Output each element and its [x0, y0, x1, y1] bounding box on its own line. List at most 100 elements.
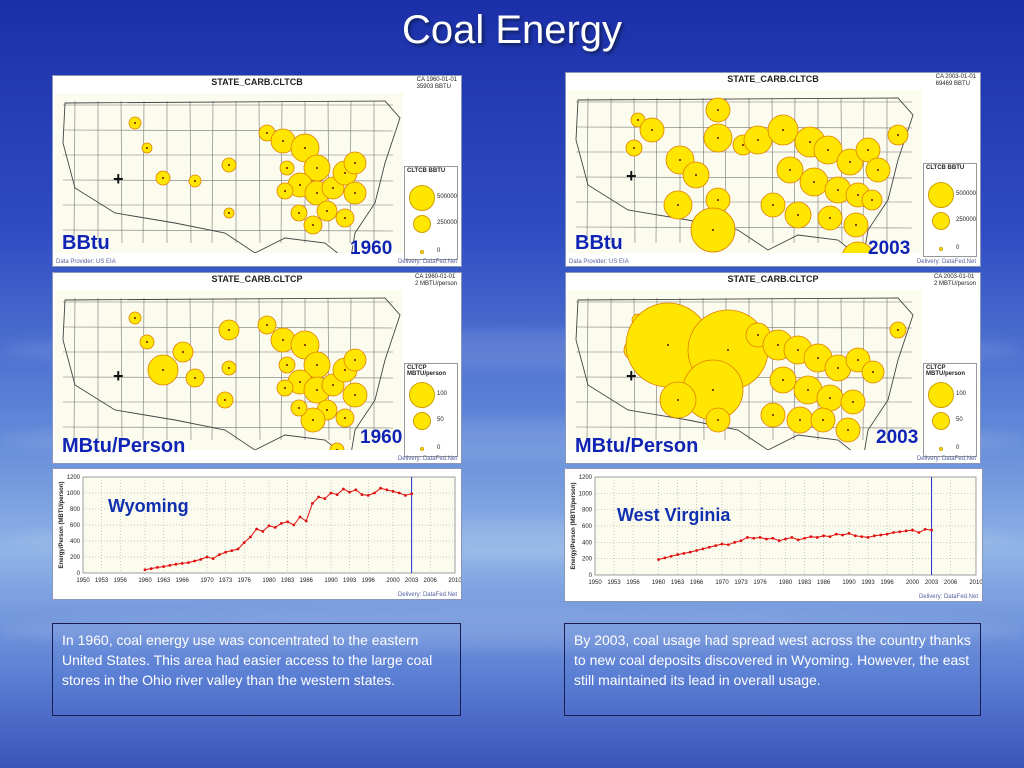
x-tick-label: 2000 — [386, 578, 400, 584]
state-border — [586, 97, 589, 244]
state-centroid — [837, 189, 839, 191]
year-label: 2003 — [876, 427, 919, 448]
data-point — [815, 536, 819, 539]
data-point — [822, 534, 825, 538]
year-label: 2003 — [868, 238, 911, 259]
state-centroid — [777, 344, 779, 346]
legend-title: CLTCB BBTU — [407, 168, 446, 174]
legend-value: 500000 — [956, 191, 977, 197]
state-border — [62, 229, 394, 232]
data-point — [404, 494, 407, 497]
data-point — [866, 536, 870, 539]
legend-title: CLTCP MBTU/person — [407, 365, 446, 377]
data-point — [199, 558, 203, 561]
chart-panel-west-virginia: 0 200 400 600 800 1000 1200 1950 1953 1956 1960 196… — [564, 468, 983, 602]
state-border — [189, 297, 192, 441]
state-centroid — [877, 169, 879, 171]
data-point — [366, 494, 370, 497]
state-centroid — [717, 109, 719, 111]
unit-label: MBtu/Person — [62, 435, 186, 457]
data-point — [255, 527, 258, 531]
map-legend: CLTCP MBTU/person 100 50 0 — [923, 363, 977, 457]
legend-value: 0 — [956, 245, 960, 251]
state-centroid — [146, 147, 148, 149]
state-centroid — [637, 119, 639, 121]
state-centroid — [286, 167, 288, 169]
state-centroid — [316, 389, 318, 391]
legend-value: 0 — [437, 445, 441, 451]
legend-title: CLTCB BBTU — [926, 165, 965, 171]
data-point — [695, 549, 698, 552]
line-chart: 0 200 400 600 800 1000 1200 1950 1953 1956 1960 196… — [59, 475, 461, 584]
state-centroid — [354, 359, 356, 361]
data-point — [391, 490, 395, 493]
legend-value: 100 — [956, 391, 967, 397]
map-meta-date: CA 2003-01-01 — [935, 74, 976, 80]
delivery-credit: Delivery: DataFed.Net — [397, 259, 457, 265]
x-tick-label: 2000 — [906, 580, 920, 586]
x-tick-label: 1966 — [176, 578, 190, 584]
x-tick-label: 1960 — [138, 578, 152, 584]
state-centroid — [867, 149, 869, 151]
state-centroid — [857, 194, 859, 196]
state-centroid — [855, 224, 857, 226]
state-centroid — [772, 414, 774, 416]
x-tick-label: 1976 — [753, 580, 767, 586]
legend-swatch — [413, 412, 431, 430]
coastline — [575, 297, 914, 450]
state-centroid — [284, 387, 286, 389]
data-point — [317, 495, 320, 499]
map-title: STATE_CARB.CLTCP — [211, 274, 303, 284]
state-centroid — [354, 192, 356, 194]
data-point — [758, 536, 762, 539]
data-point — [841, 533, 845, 537]
legend-value: 250000 — [437, 220, 458, 226]
selected-state-marker: + — [626, 166, 637, 186]
data-point — [860, 535, 864, 539]
slide-title: Coal Energy — [401, 8, 623, 52]
x-tick-label: 1980 — [262, 578, 276, 584]
data-point — [180, 562, 184, 565]
map-legend: CLTCB BBTU 500000 250000 0 — [404, 166, 458, 260]
state-centroid — [354, 394, 356, 396]
x-tick-label: 2006 — [944, 580, 958, 586]
state-centroid — [299, 184, 301, 186]
state-centroid — [312, 419, 314, 421]
legend-swatch — [409, 382, 435, 408]
coastline — [62, 297, 401, 450]
data-point — [224, 550, 228, 554]
x-tick-label: 1980 — [779, 580, 793, 586]
y-tick-label: 0 — [589, 573, 593, 579]
legend-swatch — [939, 247, 943, 251]
legend-value: 500000 — [437, 194, 458, 200]
data-point — [663, 556, 667, 560]
chart-series-label: West Virginia — [617, 505, 731, 525]
legend-swatch — [932, 212, 950, 230]
data-point — [218, 553, 221, 556]
data-point — [211, 557, 215, 560]
y-tick-label: 400 — [582, 540, 593, 546]
state-centroid — [727, 349, 729, 351]
data-point — [784, 537, 787, 541]
state-centroid — [332, 187, 334, 189]
state-centroid — [326, 409, 328, 411]
x-tick-label: 1950 — [588, 580, 602, 586]
legend-swatch — [932, 412, 950, 430]
data-point — [904, 529, 908, 533]
data-point — [342, 487, 345, 491]
map-panel-bbtu-2003: STATE_CARB.CLTCB CA 2003-01-01 69469 BBTU +… — [565, 72, 981, 267]
legend-swatch — [939, 447, 943, 451]
data-point — [714, 544, 718, 547]
state-border — [120, 297, 123, 441]
data-point — [143, 568, 147, 572]
x-tick-label: 1953 — [607, 580, 621, 586]
data-point — [765, 537, 768, 541]
data-point — [720, 542, 724, 546]
legend-swatch — [420, 447, 424, 451]
state-centroid — [799, 419, 801, 421]
chart-series-label: Wyoming — [108, 496, 189, 516]
state-centroid — [782, 129, 784, 131]
data-point — [669, 554, 673, 558]
data-point — [746, 536, 749, 539]
state-centroid — [712, 229, 714, 231]
